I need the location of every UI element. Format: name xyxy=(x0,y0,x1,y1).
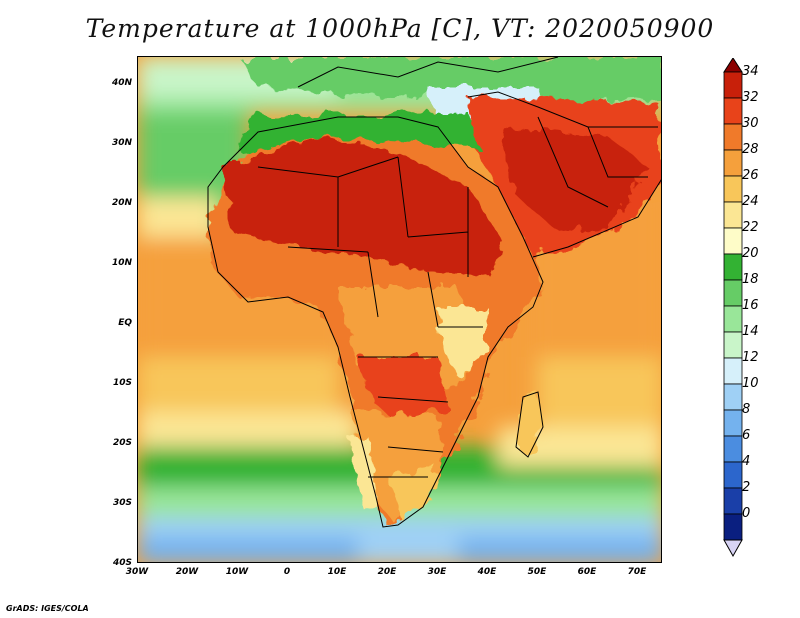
colorbar-top-arrow xyxy=(723,58,743,73)
colorbar-swatch xyxy=(723,149,743,177)
lon-tick-label: 50E xyxy=(527,567,547,577)
lon-tick-label: 20W xyxy=(175,567,199,577)
lat-tick-label: 30S xyxy=(112,498,132,508)
colorbar-label: 22 xyxy=(742,220,759,235)
lat-tick-label: 20S xyxy=(112,438,132,448)
colorbar xyxy=(723,58,743,558)
lat-tick-label: EQ xyxy=(118,318,132,328)
colorbar-swatch xyxy=(723,357,743,385)
map-svg xyxy=(138,57,661,562)
colorbar-swatch xyxy=(723,201,743,229)
colorbar-label: 34 xyxy=(742,64,759,79)
colorbar-swatch xyxy=(723,305,743,333)
colorbar-swatch xyxy=(723,331,743,359)
colorbar-label: 18 xyxy=(742,272,759,287)
colorbar-swatch xyxy=(723,253,743,281)
colorbar-label: 4 xyxy=(742,454,751,469)
colorbar-bottom-arrow xyxy=(723,539,743,558)
colorbar-label: 32 xyxy=(742,90,759,105)
colorbar-swatch xyxy=(723,383,743,411)
colorbar-swatch xyxy=(723,513,743,541)
colorbar-label: 8 xyxy=(742,402,751,417)
colorbar-label: 28 xyxy=(742,142,759,157)
lat-tick-label: 40N xyxy=(111,78,132,88)
colorbar-swatch xyxy=(723,279,743,307)
colorbar-label: 0 xyxy=(742,506,751,521)
lat-tick-label: 40S xyxy=(112,558,132,568)
lon-tick-label: 20E xyxy=(377,567,397,577)
colorbar-swatch xyxy=(723,227,743,255)
lon-tick-label: 10E xyxy=(327,567,347,577)
lat-tick-label: 10N xyxy=(111,258,132,268)
colorbar-label: 10 xyxy=(742,376,759,391)
colorbar-swatch xyxy=(723,461,743,489)
colorbar-swatch xyxy=(723,123,743,151)
colorbar-label: 30 xyxy=(742,116,759,131)
colorbar-swatch xyxy=(723,97,743,125)
lon-tick-label: 40E xyxy=(477,567,497,577)
colorbar-label: 26 xyxy=(742,168,759,183)
chart-title: Temperature at 1000hPa [C], VT: 20200509… xyxy=(85,14,715,43)
lon-tick-label: 10W xyxy=(225,567,249,577)
colorbar-label: 2 xyxy=(742,480,751,495)
colorbar-swatch xyxy=(723,175,743,203)
country-borders xyxy=(207,57,661,528)
colorbar-label: 20 xyxy=(742,246,759,261)
colorbar-swatch xyxy=(723,435,743,463)
colorbar-label: 14 xyxy=(742,324,759,339)
lon-tick-label: 60E xyxy=(577,567,597,577)
lon-tick-label: 30W xyxy=(125,567,149,577)
colorbar-label: 16 xyxy=(742,298,759,313)
lon-tick-label: 30E xyxy=(427,567,447,577)
colorbar-label: 24 xyxy=(742,194,759,209)
colorbar-swatch xyxy=(723,487,743,515)
colorbar-swatch xyxy=(723,409,743,437)
lat-tick-label: 10S xyxy=(112,378,132,388)
lat-tick-label: 30N xyxy=(111,138,132,148)
colorbar-label: 12 xyxy=(742,350,759,365)
temperature-map xyxy=(137,56,662,563)
credit-text: GrADS: IGES/COLA xyxy=(6,604,89,613)
colorbar-label: 6 xyxy=(742,428,751,443)
colorbar-swatch xyxy=(723,71,743,99)
lon-tick-label: 0 xyxy=(283,567,291,577)
lat-tick-label: 20N xyxy=(111,198,132,208)
lon-tick-label: 70E xyxy=(627,567,647,577)
